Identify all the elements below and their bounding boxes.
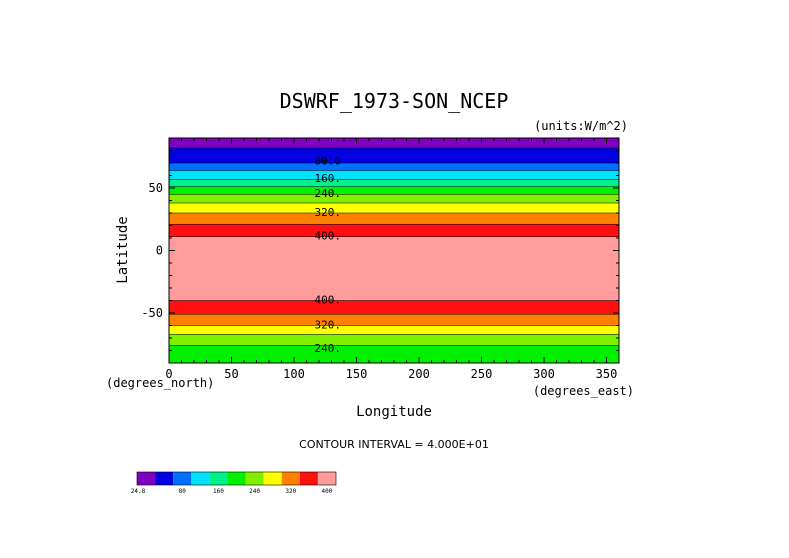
band-12: [169, 314, 619, 326]
colorbar-label-5: 400: [322, 488, 333, 495]
colorbar-swatch-2: [173, 472, 192, 485]
colorbar-swatch-8: [281, 472, 300, 485]
colorbar-swatch-7: [263, 472, 282, 485]
colorbar-swatch-10: [317, 472, 336, 485]
band-layer: [169, 138, 619, 363]
x-tick-label-1: 50: [224, 367, 238, 381]
y-tick-label-0: -50: [141, 306, 163, 320]
x-tick-label-2: 100: [283, 367, 305, 381]
colorbar-swatch-4: [209, 472, 228, 485]
chart-title: DSWRF_1973-SON_NCEP: [280, 89, 509, 113]
x-tick-label-6: 300: [533, 367, 555, 381]
contour-label-1: 160.: [315, 172, 342, 185]
y-tick-label-2: 50: [149, 181, 163, 195]
band-14: [169, 334, 619, 346]
band-2: [169, 163, 619, 171]
band-9: [169, 224, 619, 237]
colorbar-frame: [136, 471, 337, 486]
band-10: [169, 236, 619, 301]
band-8: [169, 213, 619, 225]
units-label: (units:W/m^2): [534, 119, 628, 133]
colorbar-label-3: 240: [249, 488, 260, 495]
band-13: [169, 325, 619, 335]
colorbar-label-2: 160: [213, 488, 224, 495]
colorbar-swatch-6: [245, 472, 264, 485]
contour-label-layer: 80.0 160. 240. 320. 400. 400. 320. 240.: [315, 155, 342, 356]
band-4: [169, 179, 619, 187]
x-tick-label-3: 150: [346, 367, 368, 381]
contour-label-0: 80.0: [315, 155, 342, 168]
colorbar-swatch-5: [227, 472, 246, 485]
band-5: [169, 186, 619, 195]
contour-label-3: 320.: [315, 206, 342, 219]
colorbar-swatch-3: [191, 472, 210, 485]
y-unit-label: (degrees_north): [106, 376, 214, 390]
band-7: [169, 203, 619, 213]
band-0: [169, 138, 619, 148]
y-axis: -50 0 50: [141, 137, 619, 364]
x-unit-label: (degrees_east): [533, 384, 634, 398]
colorbar-label-4: 320: [285, 488, 296, 495]
y-tick-label-1: 0: [156, 244, 163, 258]
x-axis-label: Longitude: [356, 404, 432, 420]
x-tick-label-5: 250: [471, 367, 493, 381]
contour-label-7: 240.: [315, 342, 342, 355]
colorbar-swatch-9: [299, 472, 318, 485]
x-axis: 0 50 100 150 200 250 300 350: [165, 138, 620, 381]
y-axis-label: Latitude: [115, 216, 131, 283]
x-tick-label-4: 200: [408, 367, 430, 381]
x-tick-label-0: 0: [165, 367, 172, 381]
band-1: [169, 148, 619, 163]
band-15: [169, 345, 619, 363]
band-6: [169, 194, 619, 203]
contour-label-6: 320.: [315, 318, 342, 331]
colorbar-label-0: 24.8: [131, 488, 146, 495]
colorbar-swatch-1: [155, 472, 174, 485]
colorbar-label-1: 80: [179, 488, 187, 495]
contour-interval-text: CONTOUR INTERVAL = 4.000E+01: [299, 438, 489, 451]
colorbar: 24.8 80 160 240 320 400: [131, 471, 337, 495]
contour-label-2: 240.: [315, 187, 342, 200]
band-3: [169, 170, 619, 180]
band-11: [169, 300, 619, 315]
x-tick-label-7: 350: [596, 367, 618, 381]
contour-label-5: 400.: [315, 293, 342, 306]
colorbar-swatch-0: [137, 472, 156, 485]
contour-label-4: 400.: [315, 230, 342, 243]
